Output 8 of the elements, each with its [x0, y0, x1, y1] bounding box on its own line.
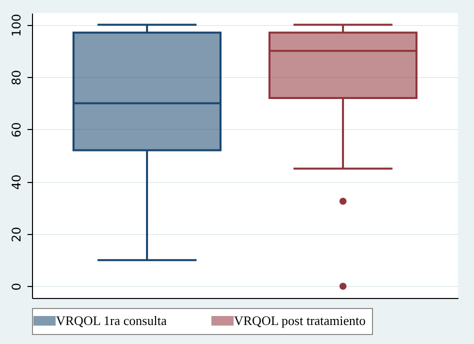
y-tick-label: 80: [10, 70, 24, 86]
y-tick-label: 0: [10, 282, 24, 291]
legend-label: VRQOL 1ra consulta: [56, 312, 167, 328]
legend-label: VRQOL post tratamiento: [234, 312, 366, 328]
y-tick-label: 100: [10, 14, 24, 37]
y-tick-label: 60: [10, 122, 24, 138]
y-tick-label: 40: [10, 174, 24, 190]
y-tick-label: 20: [10, 226, 24, 242]
